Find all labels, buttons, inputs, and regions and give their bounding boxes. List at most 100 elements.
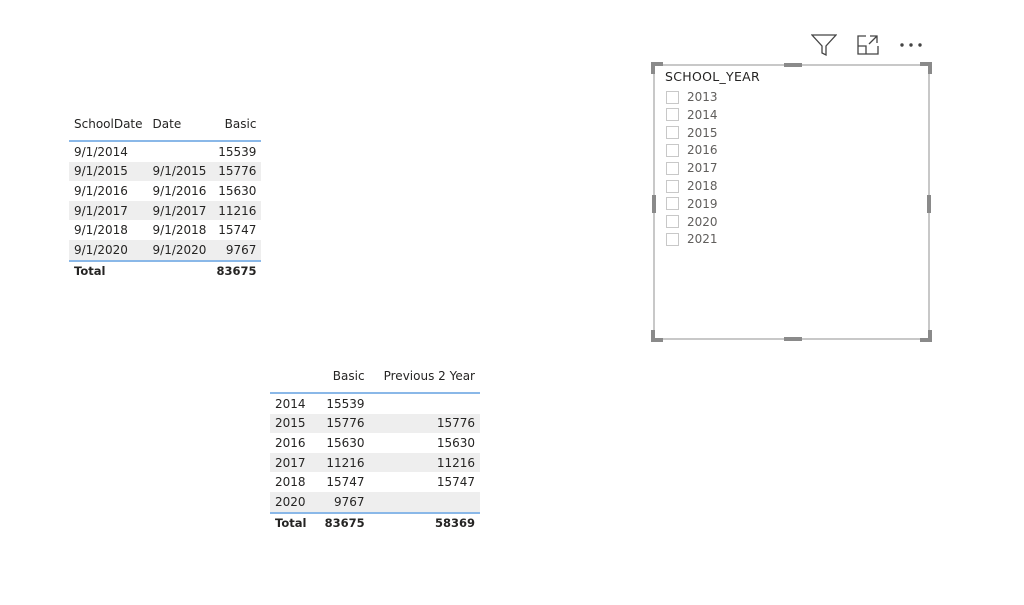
table-row[interactable]: 2020 9767 bbox=[270, 491, 480, 513]
table-cell: 2017 bbox=[275, 455, 306, 470]
total-previous-2-year: 58369 bbox=[434, 516, 475, 531]
table-cell: 2018 bbox=[275, 475, 306, 490]
table-cell: 9/1/2016 bbox=[74, 183, 128, 198]
table-row[interactable]: 9/1/2018 9/1/2018 15747 bbox=[69, 220, 261, 240]
resize-handle-bottom[interactable] bbox=[784, 337, 802, 341]
table-cell: 9/1/2014 bbox=[74, 144, 128, 159]
checkbox[interactable] bbox=[666, 108, 679, 122]
table-cell: 9/1/2020 bbox=[152, 242, 207, 257]
slicer-item-label: 2013 bbox=[687, 90, 718, 104]
col-header-schooldate[interactable]: SchoolDate bbox=[74, 117, 143, 131]
filter-icon[interactable] bbox=[811, 33, 837, 57]
total-basic: 83675 bbox=[324, 516, 365, 531]
table-cell: 9767 bbox=[225, 242, 257, 257]
col-header-date[interactable]: Date bbox=[152, 117, 182, 131]
table-row[interactable]: 9/1/2015 9/1/2015 15776 bbox=[69, 161, 262, 182]
table-cell: 15747 bbox=[218, 223, 257, 238]
slicer-item[interactable]: 2014 bbox=[666, 108, 718, 122]
checkbox[interactable] bbox=[666, 126, 679, 140]
table-cell: 15630 bbox=[326, 435, 365, 450]
slicer-item[interactable]: 2016 bbox=[666, 143, 718, 157]
table-cell: 15630 bbox=[218, 183, 257, 198]
table-cell: 2014 bbox=[275, 396, 306, 411]
table-row[interactable]: 9/1/2017 9/1/2017 11216 bbox=[69, 200, 262, 221]
table-cell: 15630 bbox=[436, 435, 475, 450]
slicer-item-label: 2021 bbox=[687, 232, 718, 247]
table-row[interactable]: 2014 15539 bbox=[270, 393, 480, 414]
slicer-item-label: 2019 bbox=[687, 196, 718, 211]
resize-handle-left[interactable] bbox=[652, 195, 656, 213]
col-header-basic[interactable]: Basic bbox=[224, 117, 257, 131]
table-cell: 9/1/2017 bbox=[74, 203, 128, 218]
slicer-item[interactable]: 2021 bbox=[666, 232, 718, 246]
table-cell: 9767 bbox=[334, 494, 365, 509]
table-cell: 15747 bbox=[436, 475, 475, 490]
table-cell: 15776 bbox=[326, 416, 365, 431]
slicer-item[interactable]: 2015 bbox=[666, 126, 718, 140]
slicer-item-label: 2020 bbox=[687, 214, 718, 229]
total-label: Total bbox=[275, 516, 307, 531]
total-row: Total 83675 58369 bbox=[270, 513, 480, 534]
checkbox[interactable] bbox=[666, 90, 679, 104]
checkbox[interactable] bbox=[666, 215, 679, 229]
table-cell: 11216 bbox=[326, 455, 365, 470]
table-row[interactable]: 9/1/2020 9/1/2020 9767 bbox=[69, 239, 262, 261]
total-label: Total bbox=[74, 264, 106, 279]
table-cell: 2015 bbox=[275, 416, 306, 431]
table-cell: 9/1/2018 bbox=[152, 223, 207, 238]
table-cell: 15539 bbox=[326, 396, 365, 411]
resize-handle-top[interactable] bbox=[784, 63, 802, 67]
table-cell: 11216 bbox=[436, 455, 475, 470]
table-cell: 9/1/2016 bbox=[152, 183, 207, 198]
school-year-slicer: SCHOOL_YEAR 2013 2014 2015 2016 2017 2018 2019… bbox=[651, 62, 932, 342]
checkbox[interactable] bbox=[666, 232, 679, 246]
table-row[interactable]: 2016 15630 15630 bbox=[270, 433, 480, 453]
slicer-item[interactable]: 2013 bbox=[666, 90, 718, 104]
slicer-title: SCHOOL_YEAR bbox=[665, 69, 761, 84]
checkbox[interactable] bbox=[666, 143, 679, 157]
table-row[interactable]: 2017 11216 11216 bbox=[270, 452, 480, 473]
table-cell: 11216 bbox=[218, 203, 257, 218]
table-cell bbox=[148, 141, 212, 162]
table-header-row: SchoolDate Date Basic bbox=[69, 108, 262, 141]
slicer-item-label: 2015 bbox=[687, 125, 718, 140]
table-cell: 2020 bbox=[275, 494, 306, 509]
slicer-item-label: 2017 bbox=[687, 161, 718, 176]
slicer-item[interactable]: 2017 bbox=[666, 161, 718, 175]
col-header-basic[interactable]: Basic bbox=[332, 369, 365, 383]
focus-mode-icon[interactable] bbox=[856, 33, 880, 57]
school-date-table: SchoolDate Date Basic 9/1/2014 15539 9/1/2… bbox=[69, 108, 262, 282]
slicer-item[interactable]: 2018 bbox=[666, 179, 718, 193]
col-header-previous-2-year[interactable]: Previous 2 Year bbox=[383, 369, 475, 383]
table-cell: 15776 bbox=[218, 164, 257, 179]
table-row[interactable]: 2018 15747 15747 bbox=[270, 472, 480, 492]
slicer-item[interactable]: 2020 bbox=[666, 215, 718, 229]
slicer-item[interactable]: 2019 bbox=[666, 197, 718, 211]
table-cell: 15539 bbox=[218, 144, 257, 159]
total-basic: 83675 bbox=[216, 264, 257, 279]
table-cell: 9/1/2015 bbox=[152, 164, 207, 179]
table-cell: 9/1/2015 bbox=[74, 164, 128, 179]
checkbox[interactable] bbox=[666, 179, 679, 193]
table-cell: 15776 bbox=[436, 416, 475, 431]
table-cell: 9/1/2018 bbox=[74, 223, 128, 238]
checkbox[interactable] bbox=[666, 161, 679, 175]
slicer-item-label: 2016 bbox=[687, 143, 718, 158]
col-header-year[interactable] bbox=[270, 360, 315, 393]
more-options-icon[interactable] bbox=[898, 33, 924, 57]
year-comparison-table: Basic Previous 2 Year 2014 15539 2015 15776… bbox=[270, 360, 480, 533]
table-cell bbox=[370, 492, 480, 513]
table-row[interactable]: 2015 15776 15776 bbox=[270, 413, 480, 434]
total-row: Total 83675 bbox=[69, 261, 261, 282]
table-cell: 9/1/2020 bbox=[74, 242, 128, 257]
slicer-item-label: 2018 bbox=[687, 179, 718, 193]
table-header-row: Basic Previous 2 Year bbox=[270, 360, 480, 393]
slicer-item-label: 2014 bbox=[687, 107, 718, 122]
table-cell bbox=[370, 393, 480, 414]
table-cell: 9/1/2017 bbox=[152, 203, 207, 218]
checkbox[interactable] bbox=[666, 197, 679, 211]
table-row[interactable]: 9/1/2016 9/1/2016 15630 bbox=[69, 181, 261, 201]
resize-handle-right[interactable] bbox=[927, 195, 931, 213]
table-row[interactable]: 9/1/2014 15539 bbox=[69, 141, 261, 162]
table-cell: 15747 bbox=[326, 475, 365, 490]
